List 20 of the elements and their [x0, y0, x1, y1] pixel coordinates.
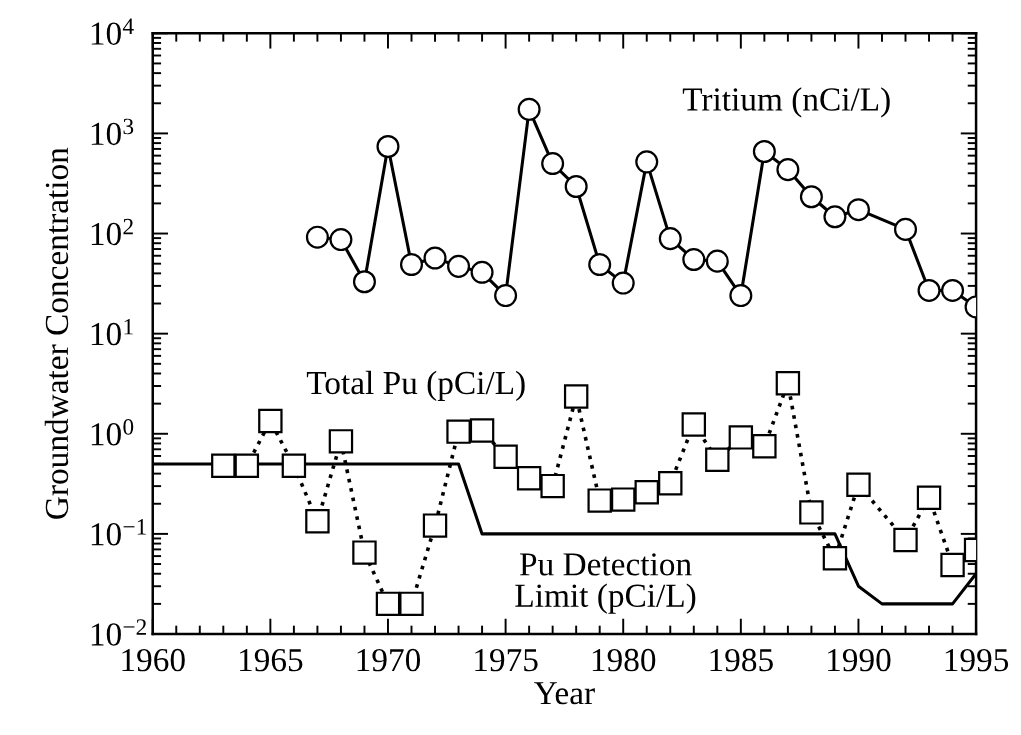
y-tick-label: 10$^{1}$ — [91, 318, 133, 346]
x-tick-label: 1990 — [828, 648, 891, 672]
series-label: Total Pu (pCi/L) — [306, 370, 525, 402]
y-tick-label: 10$^{−1}$ — [91, 519, 146, 546]
legend-label: Tritium (nCi/L) — [682, 87, 890, 118]
x-tick-label: 1985 — [710, 648, 773, 672]
series-label: Pu Detection Limit (pCi/L) — [515, 553, 696, 614]
y-tick-label: 10$^{3}$ — [91, 118, 134, 146]
x-tick-label: 1975 — [475, 648, 538, 672]
x-tick-label: 1960 — [122, 648, 185, 672]
y-tick-label: 10$^{2}$ — [91, 218, 133, 246]
y-tick-label: 10$^{0}$ — [91, 419, 134, 446]
y-axis-title: Groundwater Concentration — [44, 147, 69, 519]
x-tick-label: 1970 — [357, 648, 421, 672]
x-tick-label: 1965 — [239, 648, 303, 672]
x-axis-title: Year — [534, 682, 595, 705]
y-tick-label: 10$^{−2}$ — [91, 619, 146, 646]
x-tick-label: 1980 — [592, 648, 656, 672]
x-tick-label: 1995 — [945, 648, 1009, 672]
y-tick-label: 10$^{4}$ — [91, 18, 134, 45]
